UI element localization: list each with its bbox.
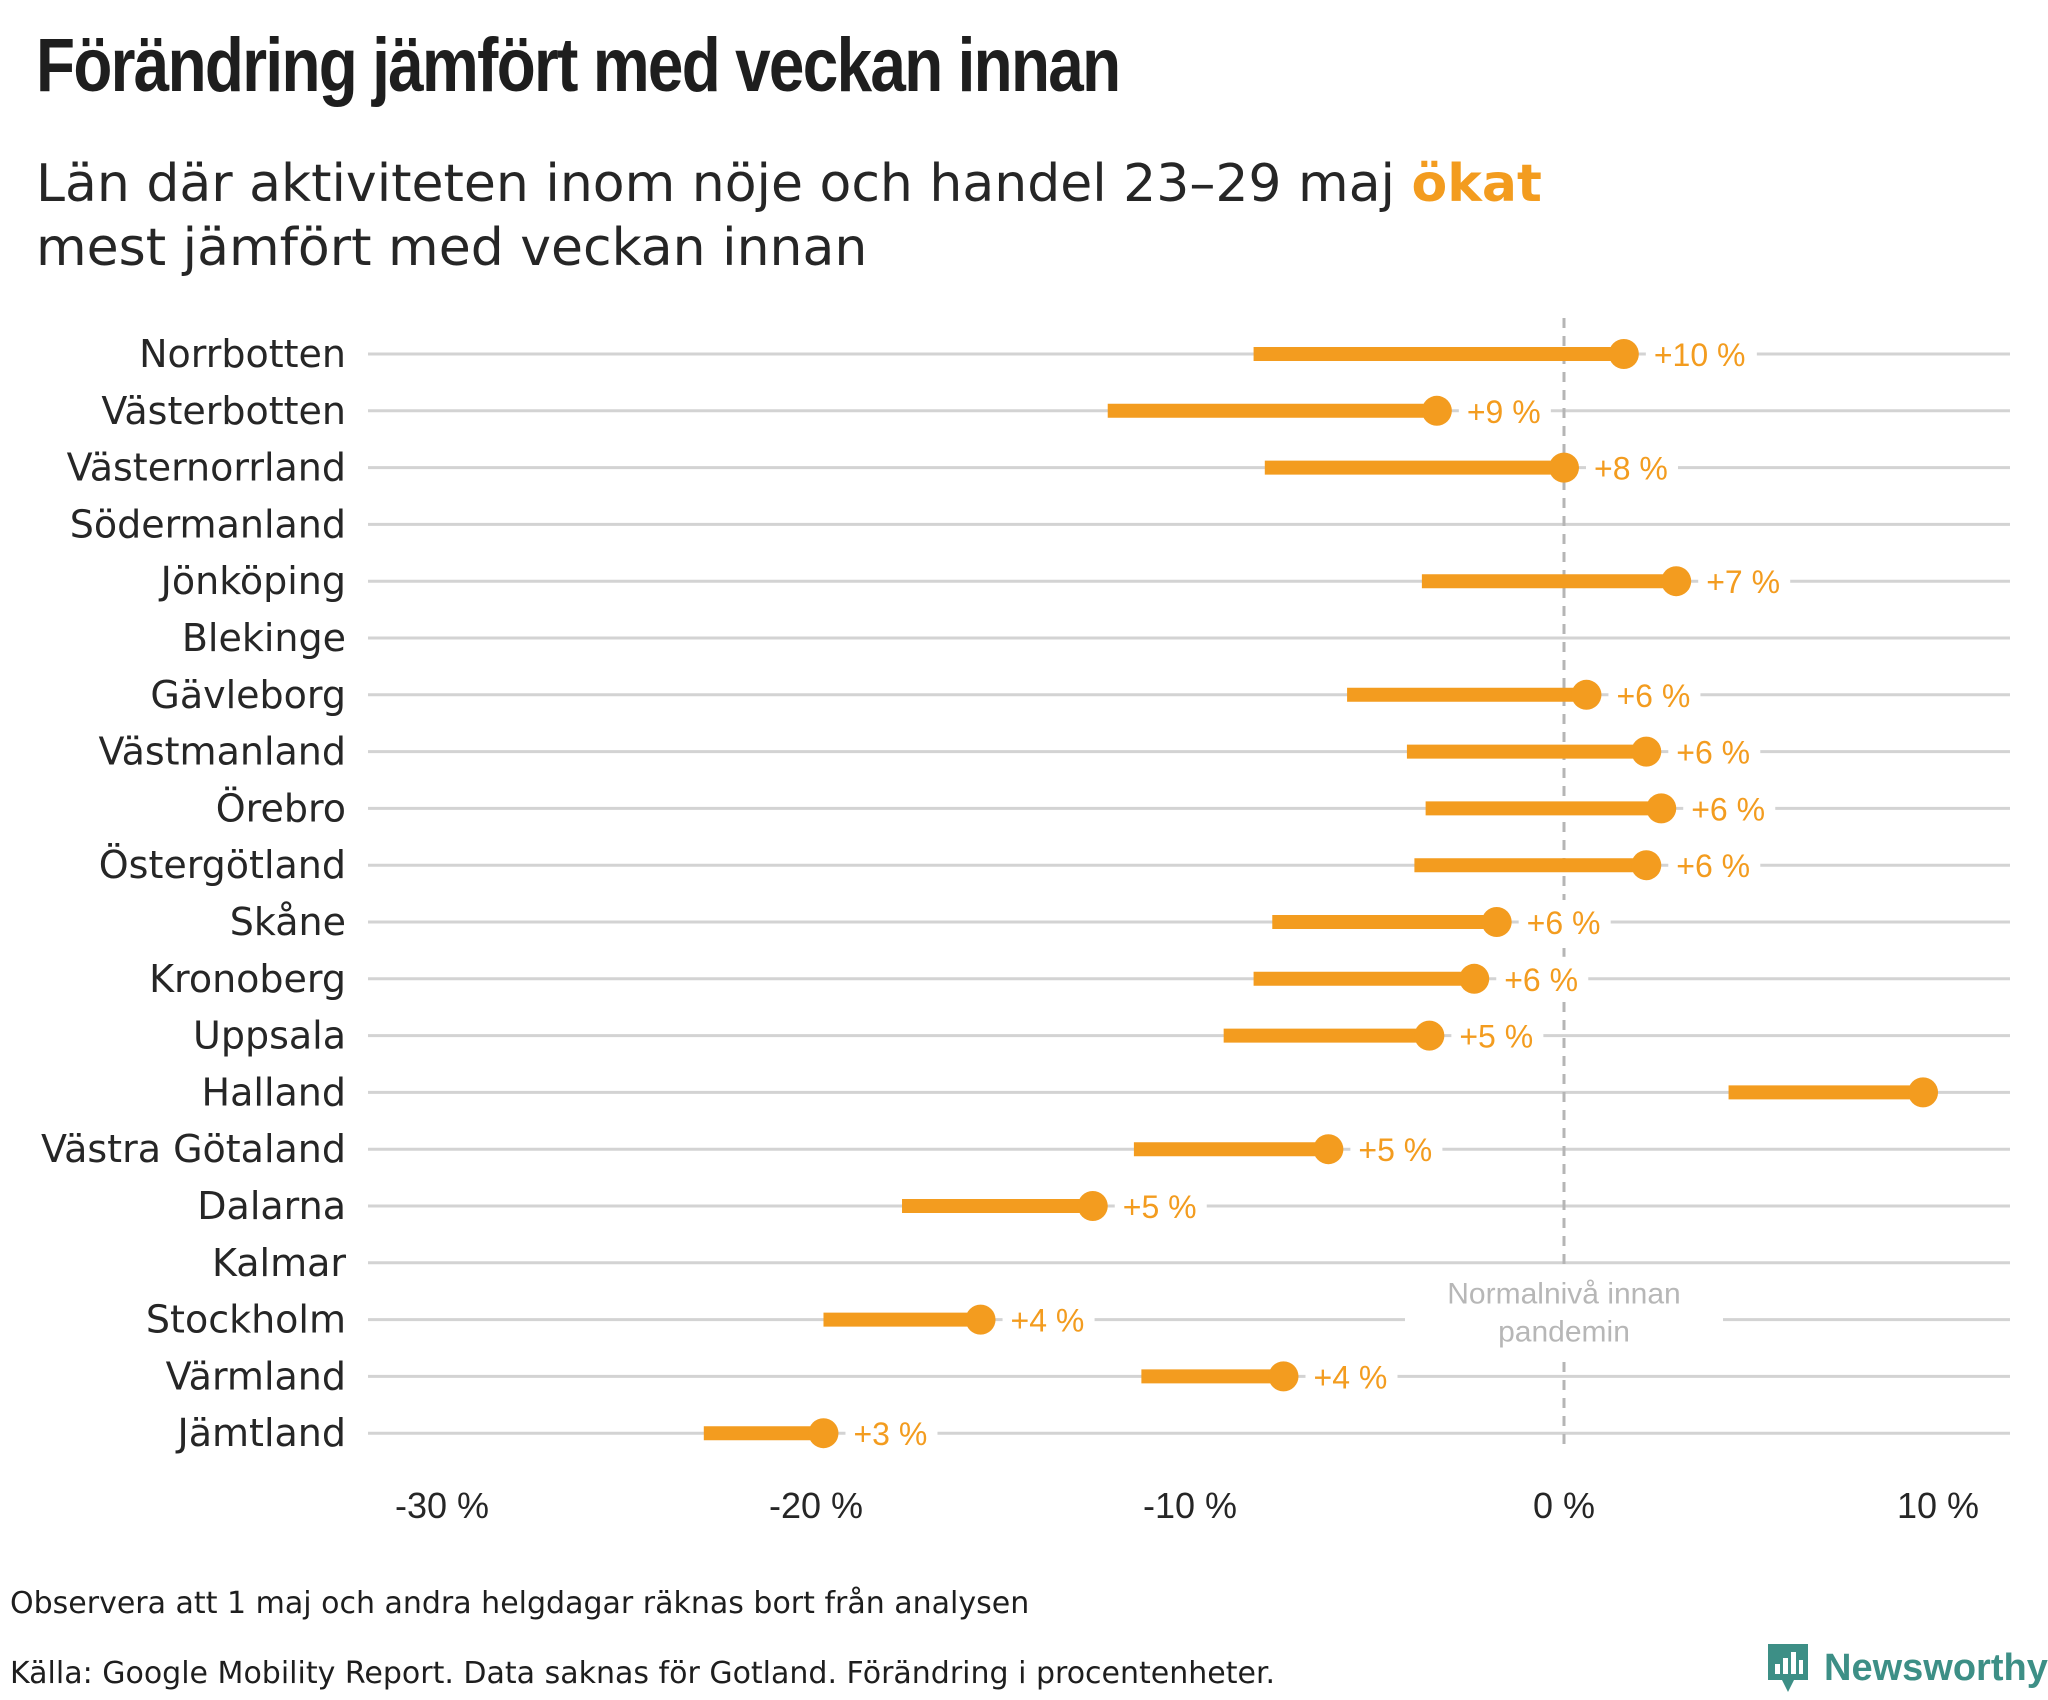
region-label: Norrbotten [139, 332, 346, 376]
region-label: Gävleborg [150, 673, 346, 717]
value-label-bg [1683, 786, 1776, 831]
source-note: Källa: Google Mobility Report. Data sakn… [10, 1656, 1276, 1691]
value-label: +4 % [1314, 1359, 1388, 1395]
value-label-bg [1451, 1013, 1544, 1058]
region-label: Östergötland [99, 843, 346, 887]
brand-logo: Newsworthy [1764, 1640, 2048, 1696]
region-label: Jönköping [159, 559, 346, 603]
value-label: +6 % [1527, 905, 1601, 941]
current-dot [1631, 736, 1662, 767]
region-label: Örebro [216, 786, 346, 830]
region-label: Stockholm [146, 1298, 346, 1342]
region-label: Dalarna [197, 1184, 346, 1228]
subtitle-text-line2: mest jämfört med veckan innan [36, 218, 868, 278]
value-label-bg [1586, 445, 1678, 490]
x-tick-label: 0 % [1533, 1485, 1595, 1526]
value-label-bg [1608, 672, 1701, 717]
current-dot [1459, 963, 1490, 994]
current-dot [965, 1304, 996, 1335]
value-label-bg [1114, 1184, 1207, 1228]
region-label: Uppsala [193, 1014, 346, 1058]
value-label: +5 % [1459, 1019, 1533, 1055]
region-label: Värmland [166, 1354, 346, 1398]
region-label: Södermanland [70, 502, 346, 546]
reference-label: Normalnivå innan [1447, 1278, 1680, 1311]
reference-label-bg [1405, 1271, 1723, 1362]
region-label: Västernorrland [67, 446, 346, 490]
region-label: Västerbotten [101, 389, 346, 433]
value-label: +8 % [1594, 451, 1668, 487]
current-dot [1571, 679, 1602, 710]
dumbbell-chart: Normalnivå innan pandemin Norrbotten +10 % V… [41, 318, 2010, 1526]
current-dot [1646, 793, 1677, 824]
value-label: +6 % [1504, 962, 1578, 998]
current-dot [1661, 566, 1692, 597]
value-label-bg [1668, 843, 1761, 888]
current-dot [1608, 339, 1639, 369]
region-label: Västra Götaland [41, 1127, 346, 1171]
region-label: Blekinge [182, 616, 346, 660]
current-dot [1077, 1191, 1108, 1221]
subtitle-text: Län där aktiviteten inom nöje och handel… [36, 154, 1412, 214]
current-dot [1313, 1134, 1344, 1165]
value-label-bg [1305, 1354, 1398, 1399]
value-label-bg [1002, 1297, 1095, 1342]
x-tick-label: -10 % [1143, 1485, 1237, 1526]
value-label: +10 % [1654, 337, 1746, 373]
value-label: +4 % [1011, 1303, 1085, 1339]
x-tick-label: 10 % [1897, 1485, 1979, 1526]
x-tick-label: -30 % [395, 1485, 489, 1526]
value-label: +5 % [1123, 1189, 1197, 1225]
current-dot [1414, 1020, 1445, 1051]
current-dot [808, 1418, 839, 1449]
current-dot [1631, 850, 1662, 881]
current-dot [1549, 452, 1579, 483]
value-label-bg [845, 1411, 938, 1456]
current-dot [1421, 395, 1452, 426]
reference-label: pandemin [1498, 1316, 1630, 1349]
region-label: Jämtland [176, 1411, 346, 1455]
x-tick-label: -20 % [769, 1485, 863, 1526]
value-label: +6 % [1691, 791, 1765, 827]
footnote: Observera att 1 maj och andra helgdagar … [10, 1586, 1030, 1621]
value-label: +6 % [1676, 735, 1750, 771]
region-label: Halland [202, 1070, 346, 1114]
value-label: +6 % [1616, 678, 1690, 714]
value-label-bg [1518, 900, 1611, 944]
chart-title: Förändring jämfört med veckan innan [36, 23, 1121, 108]
value-label: +9 % [1467, 394, 1541, 430]
value-label-bg [1645, 332, 1757, 376]
value-label: +7 % [1706, 564, 1780, 600]
chart-subtitle: Län där aktiviteten inom nöje och handel… [36, 152, 1636, 280]
value-label-bg [1350, 1127, 1443, 1172]
subtitle-highlight: ökat [1411, 154, 1542, 214]
value-label: +3 % [853, 1416, 927, 1452]
value-label-bg [1698, 559, 1791, 604]
region-label: Skåne [230, 900, 346, 944]
value-label: +6 % [1676, 848, 1750, 884]
region-label: Västmanland [99, 730, 346, 774]
region-label: Kronoberg [149, 957, 346, 1001]
newsworthy-icon [1768, 1644, 1808, 1692]
value-label-bg [1668, 729, 1761, 774]
brand-name: Newsworthy [1824, 1646, 2048, 1689]
current-dot [1268, 1361, 1299, 1392]
current-dot [1481, 907, 1512, 937]
value-label-bg [1496, 956, 1589, 1001]
region-label: Kalmar [212, 1241, 346, 1285]
value-label-bg [1458, 388, 1551, 433]
current-dot [1908, 1077, 1939, 1108]
value-label: +5 % [1358, 1132, 1432, 1168]
